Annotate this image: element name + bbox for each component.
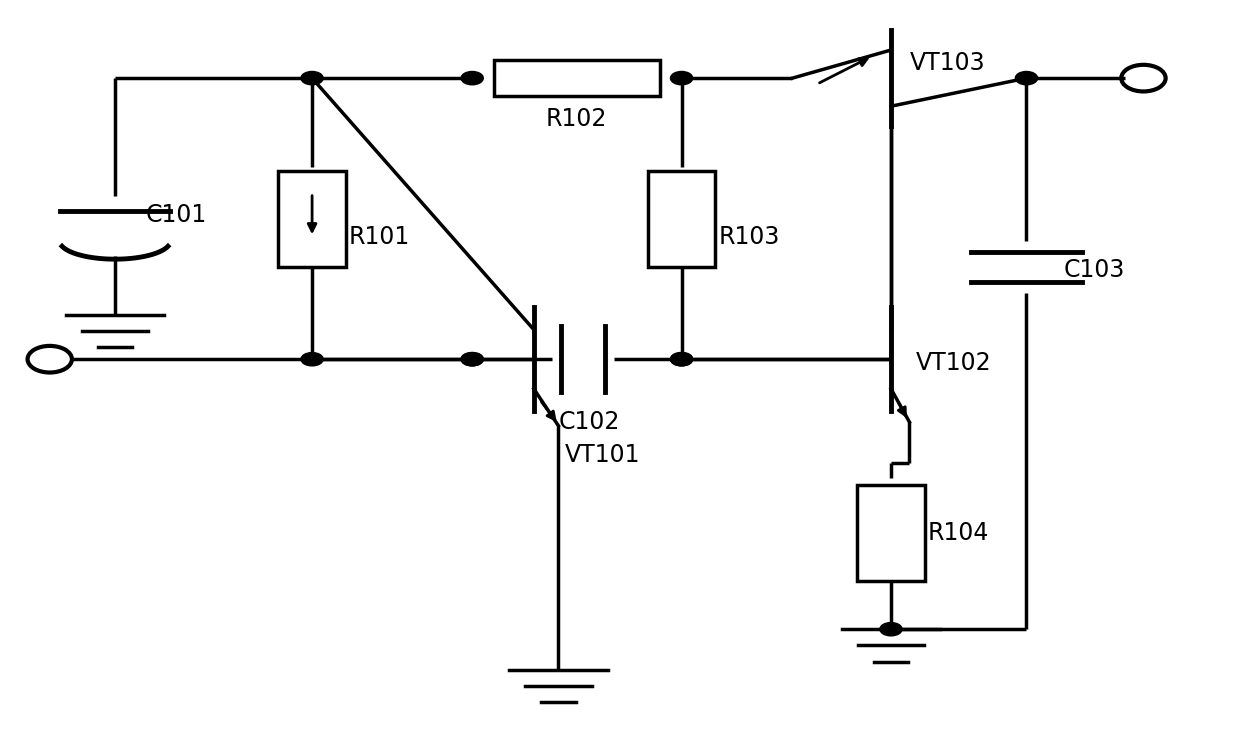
Text: C102: C102 (558, 410, 620, 434)
Bar (494, 61, 660, 96)
Circle shape (671, 352, 693, 366)
Bar (647, 171, 715, 267)
Circle shape (671, 352, 693, 366)
Text: C101: C101 (146, 203, 207, 227)
Bar (278, 171, 346, 267)
Bar (857, 485, 925, 581)
Text: VT103: VT103 (909, 52, 985, 76)
Text: C103: C103 (1064, 259, 1125, 283)
Circle shape (301, 72, 324, 85)
Circle shape (671, 72, 693, 85)
Circle shape (461, 352, 484, 366)
Circle shape (461, 72, 484, 85)
Text: R101: R101 (348, 225, 410, 249)
Circle shape (461, 352, 484, 366)
Circle shape (301, 352, 324, 366)
Circle shape (1016, 72, 1038, 85)
Text: VT101: VT101 (564, 444, 640, 468)
Text: R102: R102 (546, 107, 608, 131)
Text: R103: R103 (718, 225, 780, 249)
Text: R104: R104 (928, 521, 990, 545)
Circle shape (880, 622, 901, 636)
Text: VT102: VT102 (915, 351, 991, 375)
